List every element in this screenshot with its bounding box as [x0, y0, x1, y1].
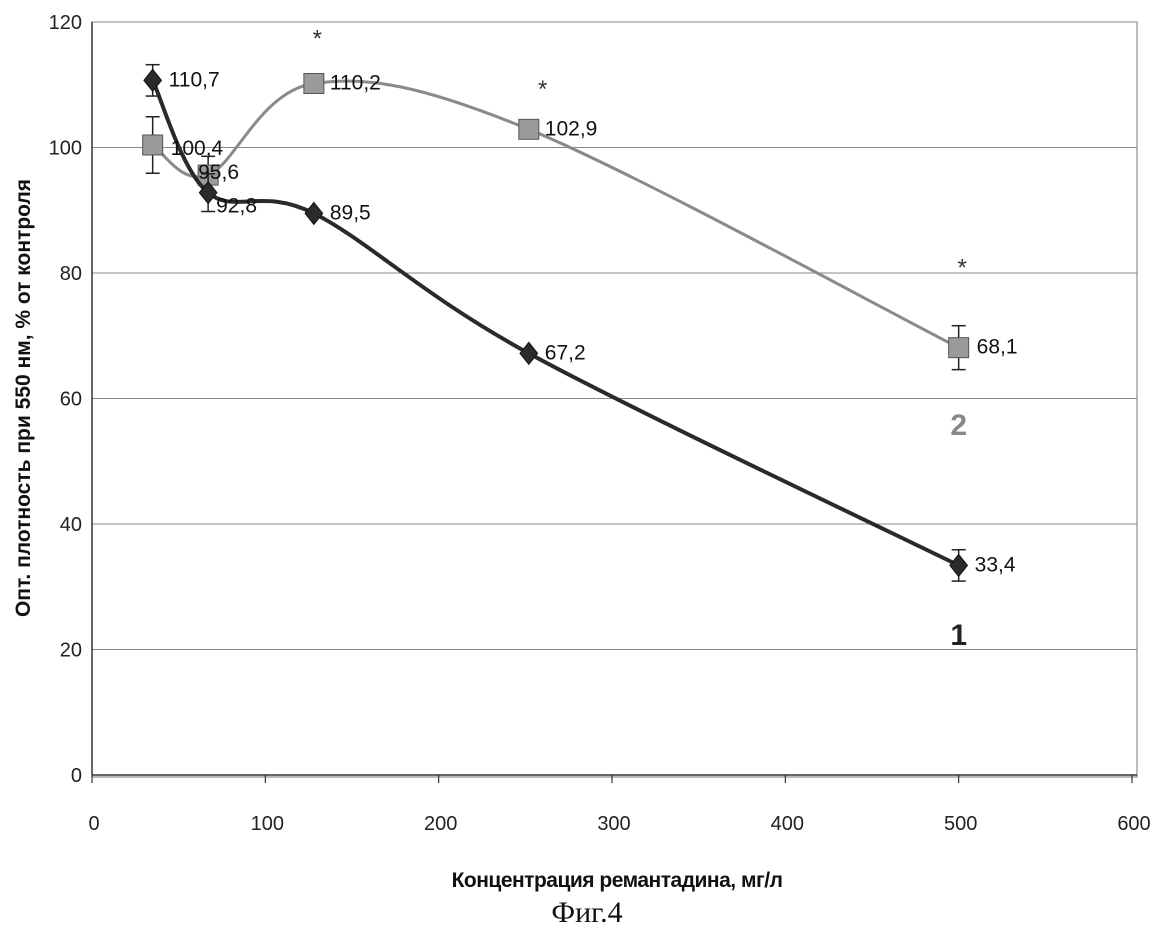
x-tick-label: 400	[771, 813, 804, 835]
x-tick-label: 0	[88, 813, 99, 835]
x-tick-label: 300	[597, 813, 630, 835]
y-axis-title: Опт. плотность при 550 нм, % от контроля	[12, 179, 35, 617]
series-2-marker	[143, 135, 163, 155]
significance-marker: *	[538, 76, 547, 103]
x-tick-label: 100	[251, 813, 284, 835]
y-tick-label: 100	[49, 138, 82, 160]
series-1-data-label: 92,8	[216, 195, 257, 218]
series-2-marker	[949, 338, 969, 358]
y-tick-label: 80	[60, 263, 82, 285]
x-tick-label: 200	[424, 813, 457, 835]
x-tick-label: 500	[944, 813, 977, 835]
series-2-marker	[304, 73, 324, 93]
figure-caption: Фиг.4	[551, 896, 622, 929]
series-2-data-label: 110,2	[330, 71, 381, 94]
significance-marker: *	[313, 26, 322, 53]
y-tick-label: 40	[60, 514, 82, 536]
series-1-data-label: 89,5	[330, 201, 371, 224]
series-2-data-label: 68,1	[977, 336, 1018, 359]
series-2-marker	[519, 119, 539, 139]
y-tick-label: 60	[60, 389, 82, 411]
series-2-data-label: 100,4	[171, 137, 224, 160]
series-2-data-label: 95,6	[198, 161, 239, 184]
significance-marker: *	[957, 255, 966, 282]
series-1-data-label: 110,7	[169, 68, 220, 91]
y-tick-label: 0	[71, 765, 82, 787]
series-2-data-label: 102,9	[545, 117, 598, 140]
series-2-name: 2	[950, 409, 967, 442]
x-axis-title: Концентрация ремантадина, мг/л	[452, 869, 783, 892]
y-tick-label: 120	[49, 12, 82, 34]
series-1-data-label: 33,4	[975, 553, 1016, 576]
y-tick-label: 20	[60, 640, 82, 662]
series-1-name: 1	[950, 619, 967, 652]
series-1-data-label: 67,2	[545, 341, 586, 364]
x-tick-label: 600	[1117, 813, 1150, 835]
